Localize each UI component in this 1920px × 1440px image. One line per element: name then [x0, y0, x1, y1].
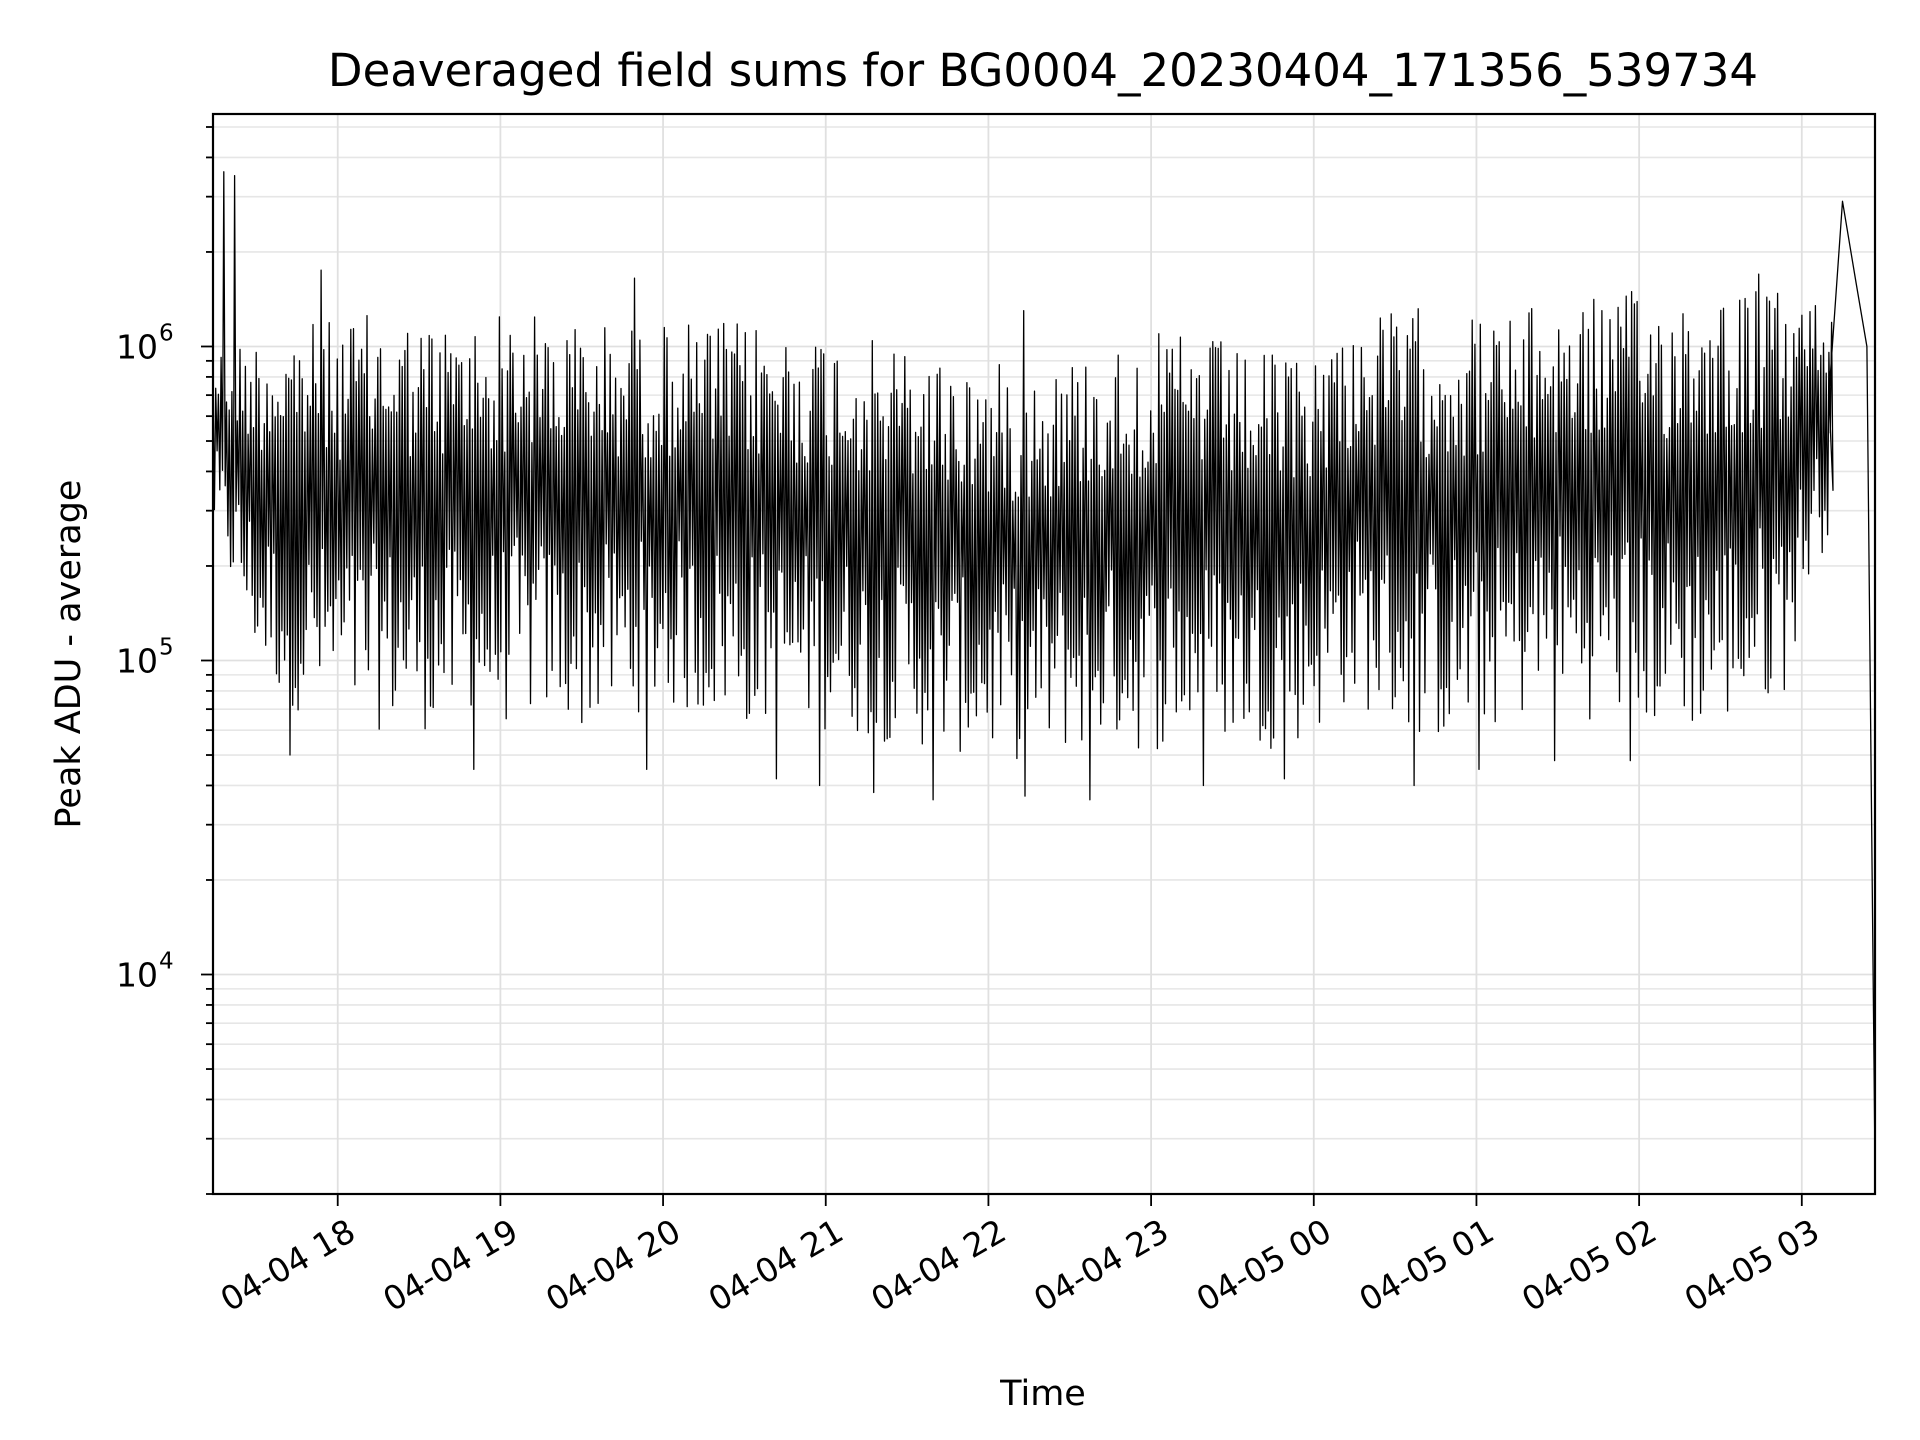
x-tick-label: 04-05 00	[1190, 1211, 1338, 1319]
x-tick-label: 04-05 02	[1515, 1211, 1663, 1319]
y-axis-label: Peak ADU - average	[49, 480, 89, 829]
y-tick-exponent: 6	[159, 320, 174, 346]
plot-area-frame	[211, 112, 1877, 1196]
x-tick-label: 04-05 01	[1352, 1211, 1500, 1319]
x-tick-label: 04-04 18	[214, 1211, 362, 1319]
y-tick-exponent: 4	[159, 949, 174, 975]
series-line	[212, 171, 1876, 1164]
gridlines	[213, 114, 1875, 1195]
x-tick-label: 04-04 21	[702, 1211, 850, 1319]
x-tick-label: 04-05 03	[1678, 1211, 1826, 1319]
x-tick-label: 04-04 20	[539, 1211, 687, 1319]
y-tick-label: 10	[116, 956, 158, 995]
x-tick-label: 04-04 22	[864, 1211, 1012, 1319]
y-tick-label: 10	[116, 327, 158, 366]
series-layer	[212, 171, 1876, 1164]
x-axis-label: Time	[999, 1374, 1086, 1414]
chart-title: Deaveraged field sums for BG0004_2023040…	[328, 44, 1758, 97]
x-tick-label: 04-04 23	[1027, 1211, 1175, 1319]
y-tick-label: 10	[116, 641, 158, 680]
y-tick-exponent: 5	[159, 634, 174, 660]
x-tick-label: 04-04 19	[376, 1211, 524, 1319]
